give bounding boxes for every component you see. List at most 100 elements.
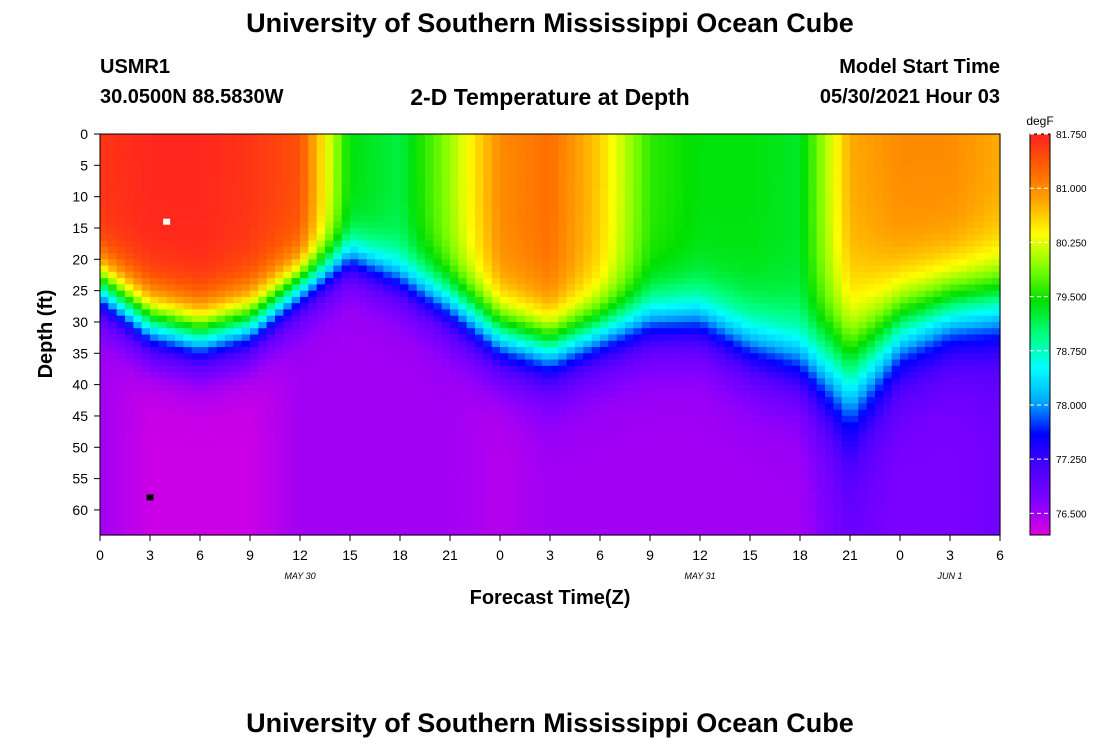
heatmap-cell bbox=[816, 328, 826, 336]
heatmap-cell bbox=[325, 359, 334, 367]
heatmap-cell bbox=[816, 296, 826, 304]
heatmap-cell bbox=[358, 315, 368, 323]
heatmap-cell bbox=[450, 240, 459, 248]
heatmap-cell bbox=[375, 271, 384, 279]
heatmap-cell bbox=[733, 202, 743, 210]
heatmap-cell bbox=[716, 177, 726, 185]
heatmap-cell bbox=[783, 334, 793, 342]
heatmap-cell bbox=[500, 140, 509, 148]
heatmap-cell bbox=[516, 278, 526, 285]
heatmap-cell bbox=[700, 177, 709, 185]
heatmap-cell bbox=[158, 240, 168, 248]
heatmap-cell bbox=[158, 321, 168, 329]
heatmap-cell bbox=[341, 140, 351, 148]
heatmap-cell bbox=[541, 334, 551, 342]
heatmap-cell bbox=[591, 209, 601, 217]
heatmap-cell bbox=[200, 422, 209, 430]
heatmap-cell bbox=[425, 403, 434, 411]
heatmap-cell bbox=[491, 146, 501, 154]
heatmap-cell bbox=[175, 271, 184, 279]
heatmap-cell bbox=[458, 171, 468, 179]
heatmap-cell bbox=[308, 347, 318, 354]
heatmap-cell bbox=[366, 259, 376, 267]
heatmap-cell bbox=[966, 303, 976, 311]
heatmap-cell bbox=[108, 152, 118, 160]
heatmap-cell bbox=[933, 184, 943, 191]
heatmap-cell bbox=[958, 140, 968, 148]
heatmap-cell bbox=[683, 284, 693, 292]
heatmap-cell bbox=[258, 253, 268, 260]
heatmap-cell bbox=[375, 146, 384, 154]
heatmap-cell bbox=[816, 253, 826, 260]
heatmap-cell bbox=[691, 184, 701, 191]
heatmap-cell bbox=[900, 296, 909, 304]
heatmap-cell bbox=[700, 340, 709, 348]
heatmap-cell bbox=[316, 315, 326, 323]
heatmap-cell bbox=[975, 290, 984, 298]
heatmap-cell bbox=[441, 384, 451, 392]
heatmap-cell bbox=[816, 403, 826, 411]
heatmap-cell bbox=[858, 159, 868, 166]
heatmap-cell bbox=[758, 403, 768, 411]
heatmap-cell bbox=[608, 296, 618, 304]
heatmap-cell bbox=[300, 227, 309, 235]
heatmap-cell bbox=[166, 253, 176, 260]
heatmap-cell bbox=[683, 227, 693, 235]
heatmap-cell bbox=[816, 265, 826, 273]
heatmap-cell bbox=[733, 240, 743, 248]
heatmap-cell bbox=[375, 403, 384, 411]
heatmap-cell bbox=[625, 365, 634, 373]
heatmap-cell bbox=[850, 215, 859, 223]
heatmap-cell bbox=[550, 328, 559, 336]
heatmap-cell bbox=[458, 328, 468, 336]
heatmap-cell bbox=[891, 234, 901, 242]
heatmap-cell bbox=[258, 278, 268, 285]
heatmap-cell bbox=[150, 215, 159, 223]
heatmap-cell bbox=[516, 234, 526, 242]
heatmap-cell bbox=[633, 397, 643, 405]
heatmap-cell bbox=[358, 340, 368, 348]
heatmap-cell bbox=[466, 234, 476, 242]
heatmap-cell bbox=[575, 328, 584, 336]
heatmap-cell bbox=[733, 271, 743, 279]
heatmap-cell bbox=[633, 215, 643, 223]
heatmap-cell bbox=[166, 422, 176, 430]
heatmap-cell bbox=[775, 134, 784, 141]
heatmap-cell bbox=[266, 378, 276, 386]
heatmap-cell bbox=[458, 353, 468, 361]
heatmap-cell bbox=[783, 184, 793, 191]
heatmap-cell bbox=[425, 171, 434, 179]
heatmap-cell bbox=[916, 315, 926, 323]
heatmap-cell bbox=[950, 397, 959, 405]
heatmap-cell bbox=[600, 196, 609, 204]
heatmap-cell bbox=[225, 159, 234, 166]
heatmap-cell bbox=[433, 146, 443, 154]
heatmap-cell bbox=[950, 315, 959, 323]
heatmap-cell bbox=[100, 309, 109, 317]
heatmap-cell bbox=[833, 390, 843, 398]
heatmap-cell bbox=[966, 353, 976, 361]
heatmap-cell bbox=[583, 384, 593, 392]
heatmap-cell bbox=[725, 259, 734, 267]
heatmap-cell bbox=[150, 221, 159, 229]
heatmap-cell bbox=[241, 253, 251, 260]
heatmap-cell bbox=[166, 202, 176, 210]
heatmap-cell bbox=[175, 303, 184, 311]
heatmap-cell bbox=[908, 184, 918, 191]
heatmap-cell bbox=[241, 365, 251, 373]
heatmap-cell bbox=[766, 246, 776, 254]
heatmap-cell bbox=[275, 271, 284, 279]
heatmap-cell bbox=[125, 353, 134, 361]
heatmap-cell bbox=[833, 152, 843, 160]
heatmap-cell bbox=[850, 372, 859, 379]
heatmap-cell bbox=[725, 303, 734, 311]
heatmap-cell bbox=[925, 409, 934, 417]
heatmap-cell bbox=[233, 215, 243, 223]
heatmap-cell bbox=[500, 378, 509, 386]
heatmap-cell bbox=[208, 240, 218, 248]
heatmap-cell bbox=[775, 190, 784, 198]
heatmap-cell bbox=[250, 321, 259, 329]
heatmap-cell bbox=[566, 309, 576, 317]
heatmap-cell bbox=[991, 253, 1001, 260]
heatmap-cell bbox=[983, 284, 993, 292]
